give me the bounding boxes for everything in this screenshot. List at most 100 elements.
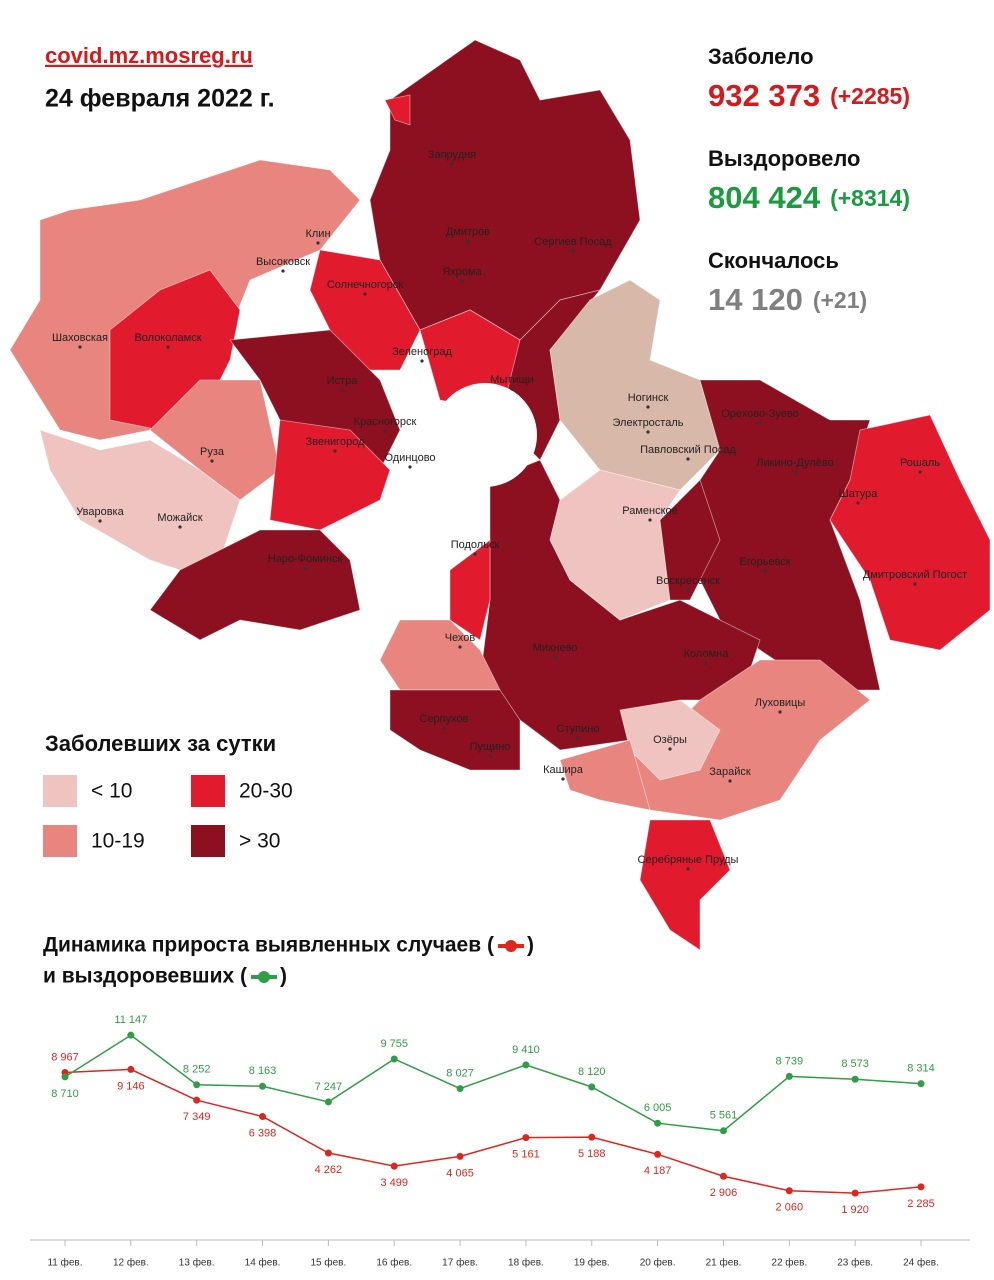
chart-title: ) bbox=[280, 965, 287, 988]
town-label: Ликино-Дулёво bbox=[756, 457, 834, 469]
town-dot bbox=[316, 241, 320, 245]
town-dot bbox=[913, 582, 917, 586]
town-dot bbox=[686, 588, 690, 592]
value-label: 8 027 bbox=[446, 1067, 474, 1079]
point bbox=[917, 1183, 925, 1191]
legend-swatch bbox=[191, 775, 225, 807]
line-chart: Динамика прироста выявленных случаев () и… bbox=[30, 934, 970, 1269]
town-dot bbox=[686, 867, 690, 871]
region bbox=[384, 94, 411, 126]
legend-swatch bbox=[191, 825, 225, 857]
point bbox=[654, 1119, 662, 1127]
town-dot bbox=[98, 519, 102, 523]
town-dot bbox=[571, 249, 575, 253]
series-line bbox=[64, 1068, 922, 1194]
series-line bbox=[64, 1034, 922, 1132]
town-dot bbox=[442, 726, 446, 730]
point bbox=[588, 1083, 596, 1091]
town-label: Сергиев Посад bbox=[534, 236, 612, 248]
point bbox=[259, 1082, 267, 1090]
x-tick-label: 11 фев. bbox=[47, 1257, 82, 1269]
town-dot bbox=[576, 736, 580, 740]
point bbox=[193, 1096, 201, 1104]
point bbox=[917, 1080, 925, 1088]
point bbox=[719, 1127, 727, 1135]
point bbox=[324, 1149, 332, 1157]
town-label: Дмитров bbox=[446, 226, 490, 238]
x-tick-label: 15 фев. bbox=[310, 1257, 346, 1269]
town-label: Запрудня bbox=[428, 149, 476, 161]
town-dot bbox=[553, 655, 557, 659]
town-dot bbox=[340, 388, 344, 392]
town-label: Чехов bbox=[445, 632, 476, 644]
value-label: 8 120 bbox=[578, 1066, 606, 1078]
town-dot bbox=[793, 470, 797, 474]
town-label: Шаховская bbox=[52, 332, 108, 344]
stat-delta: (+2285) bbox=[830, 83, 910, 109]
town-label: Высоковск bbox=[256, 256, 310, 268]
value-label: 9 755 bbox=[380, 1038, 408, 1050]
stat-label: Заболело bbox=[708, 44, 814, 69]
value-label: 5 561 bbox=[710, 1110, 738, 1122]
site: covid.mz.mosreg.ru bbox=[45, 43, 253, 68]
town-dot bbox=[458, 645, 462, 649]
value-label: 3 499 bbox=[380, 1177, 408, 1189]
town-label: Серпухов bbox=[420, 713, 469, 725]
town-dot bbox=[704, 661, 708, 665]
stat-label: Скончалось bbox=[708, 248, 839, 273]
value-label: 8 573 bbox=[841, 1058, 869, 1070]
legend-label: 20-30 bbox=[239, 780, 293, 803]
town-dot bbox=[210, 459, 214, 463]
town-label: Кашира bbox=[543, 764, 584, 776]
x-tick-label: 20 фев. bbox=[640, 1257, 676, 1269]
town-label: Одинцово bbox=[384, 452, 435, 464]
x-tick-label: 14 фев. bbox=[245, 1257, 281, 1269]
stat-label: Выздоровело bbox=[708, 146, 861, 171]
value-label: 9 410 bbox=[512, 1044, 540, 1056]
value-label: 2 060 bbox=[776, 1202, 804, 1214]
town-dot bbox=[648, 518, 652, 522]
town-label: Рошаль bbox=[900, 457, 940, 469]
town-dot bbox=[78, 345, 82, 349]
x-tick-label: 19 фев. bbox=[574, 1257, 610, 1269]
map-labels: Запрудня Дмитров Сергиев Посад Яхрома Клин Вы… bbox=[52, 149, 967, 871]
value-label: 8 163 bbox=[249, 1065, 277, 1077]
town-dot bbox=[166, 345, 170, 349]
town-label: Дмитровский Погост bbox=[863, 569, 967, 581]
chart-title: ) bbox=[527, 934, 534, 957]
town-label: Орехово-Зуево bbox=[721, 408, 799, 420]
town-label: Можайск bbox=[157, 512, 202, 524]
town-label: Озёры bbox=[653, 734, 687, 746]
point bbox=[390, 1162, 398, 1170]
legend-label: < 10 bbox=[91, 780, 132, 803]
point bbox=[719, 1172, 727, 1180]
town-label: Зарайск bbox=[709, 766, 751, 778]
chart-title: и выздоровевших ( bbox=[43, 965, 247, 988]
value-label: 8 739 bbox=[776, 1055, 804, 1067]
town-dot bbox=[758, 421, 762, 425]
x-tick-label: 16 фев. bbox=[376, 1257, 412, 1269]
town-dot bbox=[178, 525, 182, 529]
stat-value: 932 373 (+2285) bbox=[708, 78, 910, 113]
legend-swatch bbox=[43, 825, 77, 857]
town-label: Коломна bbox=[684, 648, 730, 660]
legend-title: Заболевших за сутки bbox=[45, 731, 276, 756]
point bbox=[324, 1098, 332, 1106]
point bbox=[654, 1150, 662, 1158]
town-label: Наро-Фоминск bbox=[268, 553, 343, 565]
legend: < 10 20-30 10-19 > 30 bbox=[43, 775, 293, 857]
town-label: Раменское bbox=[622, 505, 678, 517]
value-label: 6 005 bbox=[644, 1102, 672, 1114]
point bbox=[851, 1075, 859, 1083]
town-dot bbox=[561, 777, 565, 781]
town-label: Волоколамск bbox=[134, 332, 201, 344]
town-label: Павловский Посад bbox=[640, 444, 736, 456]
value-label: 4 065 bbox=[446, 1167, 474, 1179]
value-label: 1 920 bbox=[841, 1204, 869, 1216]
stat-number: 804 424 bbox=[708, 180, 821, 215]
town-dot bbox=[668, 747, 672, 751]
x-tick-label: 23 фев. bbox=[837, 1257, 873, 1269]
value-label: 7 247 bbox=[315, 1081, 343, 1093]
value-label: 8 967 bbox=[51, 1051, 79, 1063]
